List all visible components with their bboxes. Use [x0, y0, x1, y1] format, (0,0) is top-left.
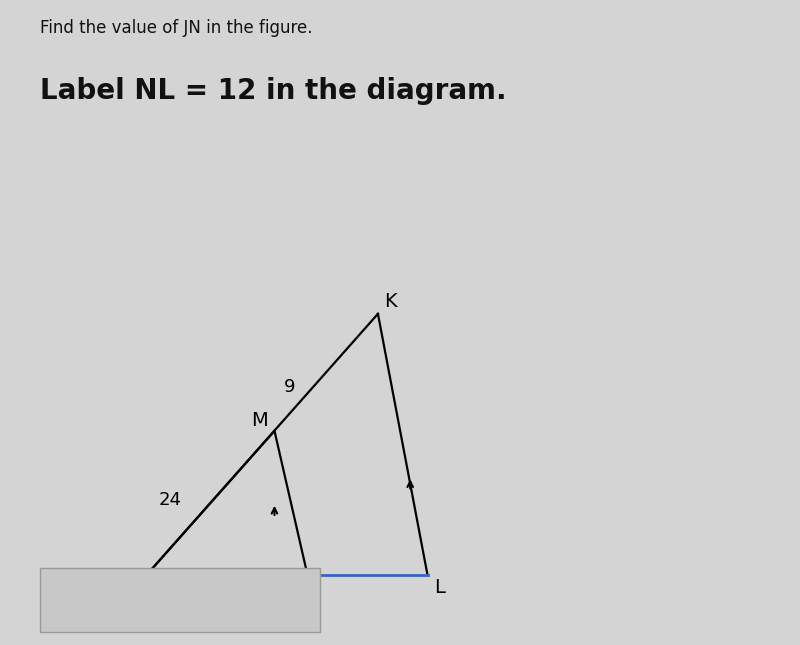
Text: M: M: [251, 411, 268, 430]
Text: K: K: [385, 292, 397, 311]
Text: J: J: [136, 579, 142, 597]
Text: Label NL = 12 in the diagram.: Label NL = 12 in the diagram.: [40, 77, 506, 105]
Text: 9: 9: [284, 378, 296, 396]
Text: Find the value of JN in the figure.: Find the value of JN in the figure.: [40, 19, 313, 37]
Text: L: L: [434, 579, 445, 597]
Text: N: N: [300, 580, 315, 599]
Text: 24: 24: [158, 491, 182, 509]
